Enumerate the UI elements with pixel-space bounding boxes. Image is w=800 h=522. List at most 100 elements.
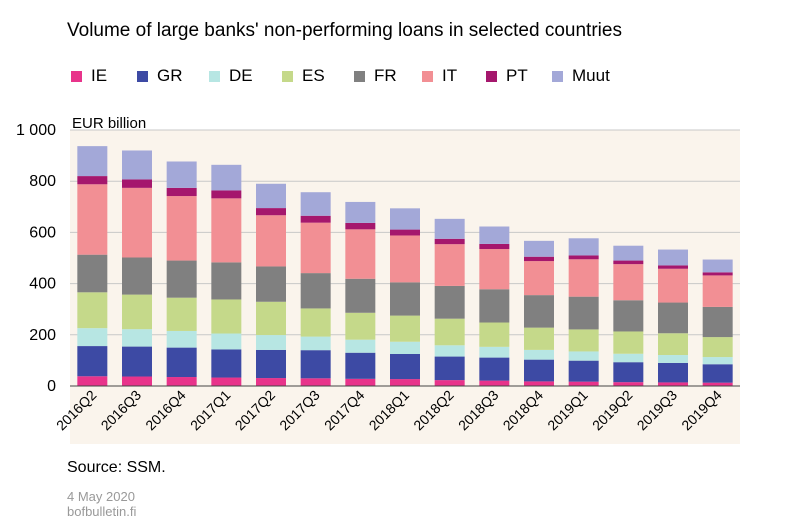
bar-segment-fr — [300, 273, 331, 309]
bar-segment-fr — [702, 306, 733, 338]
bar-segment-ie — [390, 379, 420, 386]
bar-segment-ie — [568, 381, 599, 386]
legend-label-es: ES — [302, 66, 325, 85]
legend-item-fr: FR — [354, 66, 397, 86]
bar-segment-gr — [166, 347, 197, 378]
bar-segment-de — [211, 333, 242, 350]
bar-segment-es — [77, 292, 108, 329]
bar-segment-gr — [434, 356, 465, 381]
bar-segment-gr — [122, 346, 152, 377]
legend-swatch-pt — [486, 70, 497, 82]
bar-segment-it — [479, 249, 510, 290]
bar-segment-de — [702, 357, 733, 365]
legend-swatch-de — [209, 70, 220, 82]
bar-segment-fr — [434, 285, 465, 319]
bar-segment-gr — [568, 360, 599, 382]
bar-segment-fr — [524, 295, 554, 328]
bar-segment-de — [524, 349, 554, 360]
bar-segment-es — [524, 327, 554, 350]
legend-swatch-muut — [552, 70, 563, 82]
bar-segment-muut — [390, 208, 420, 230]
bar-segment-de — [166, 330, 197, 348]
bar-segment-pt — [613, 260, 644, 265]
bar-segment-muut — [568, 238, 599, 256]
bar-segment-es — [568, 329, 599, 352]
bar-segment-muut — [434, 218, 465, 239]
bar-segment-gr — [524, 359, 554, 382]
legend-swatch-gr — [137, 70, 148, 82]
bar-segment-fr — [77, 254, 108, 293]
bar-segment-de — [613, 353, 644, 363]
bar-segment-es — [658, 333, 688, 356]
bar-segment-pt — [390, 229, 420, 236]
bar-segment-es — [479, 322, 510, 347]
bar-segment-it — [211, 198, 242, 263]
bar-segment-it — [256, 215, 286, 267]
legend-swatch-fr — [354, 70, 365, 82]
bar-segment-es — [613, 331, 644, 354]
bar-segment-muut — [166, 161, 197, 188]
bar-segment-pt — [434, 238, 465, 245]
bar-segment-pt — [702, 272, 733, 276]
legend-label-ie: IE — [91, 66, 108, 85]
legend-item-pt: PT — [486, 66, 528, 86]
bar-segment-pt — [479, 243, 510, 250]
legend-item-de: DE — [209, 66, 253, 86]
bar-segment-it — [434, 244, 465, 286]
bar-segment-pt — [524, 256, 554, 262]
bar-segment-ie — [613, 382, 644, 386]
bar-segment-it — [613, 264, 644, 301]
bar-segment-pt — [77, 176, 108, 185]
bar-segment-gr — [256, 349, 286, 379]
bar-segment-pt — [166, 187, 197, 197]
bar-segment-gr — [613, 362, 644, 383]
bar-segment-it — [568, 259, 599, 297]
bar-segment-gr — [345, 352, 376, 379]
bar-segment-de — [568, 351, 599, 361]
bar-segment-muut — [524, 240, 554, 257]
bar-segment-ie — [166, 377, 197, 386]
site-name: bofbulletin.fi — [67, 504, 137, 519]
bar-segment-it — [77, 184, 108, 255]
legend-item-it: IT — [422, 66, 457, 86]
bar-segment-fr — [479, 289, 510, 323]
bar-segment-it — [702, 275, 733, 307]
bar-segment-gr — [658, 362, 688, 383]
bar-segment-es — [256, 301, 286, 336]
bar-segment-pt — [658, 265, 688, 269]
legend-label-de: DE — [229, 66, 253, 85]
bar-segment-ie — [256, 378, 286, 386]
bar-segment-de — [122, 329, 152, 347]
bar-segment-it — [122, 187, 152, 258]
bar-segment-muut — [479, 226, 510, 244]
legend-swatch-ie — [71, 70, 82, 82]
bar-segment-ie — [77, 376, 108, 386]
bar-segment-it — [166, 196, 197, 261]
bar-segment-gr — [390, 354, 420, 380]
bar-segment-de — [390, 341, 420, 354]
bar-segment-muut — [122, 150, 152, 180]
bar-segment-es — [702, 337, 733, 358]
bar-segment-pt — [122, 179, 152, 188]
bar-segment-de — [345, 339, 376, 353]
bar-segment-fr — [211, 262, 242, 300]
bar-segment-ie — [658, 382, 688, 386]
bar-segment-muut — [300, 192, 331, 216]
y-tick-label: 200 — [29, 327, 56, 344]
bar-segment-ie — [434, 380, 465, 386]
y-tick-label: 800 — [29, 173, 56, 190]
bar-segment-pt — [211, 190, 242, 199]
bar-segment-de — [77, 328, 108, 347]
bar-segment-es — [211, 299, 242, 334]
publish-date: 4 May 2020 — [67, 489, 135, 504]
bar-segment-fr — [166, 260, 197, 298]
bar-segment-gr — [77, 346, 108, 377]
chart-title: Volume of large banks' non-performing lo… — [67, 20, 622, 41]
bar-segment-es — [434, 318, 465, 346]
bar-segment-fr — [613, 300, 644, 332]
legend-label-gr: GR — [157, 66, 183, 85]
legend-item-gr: GR — [137, 66, 183, 86]
bar-segment-it — [390, 235, 420, 283]
bar-segment-es — [390, 315, 420, 342]
